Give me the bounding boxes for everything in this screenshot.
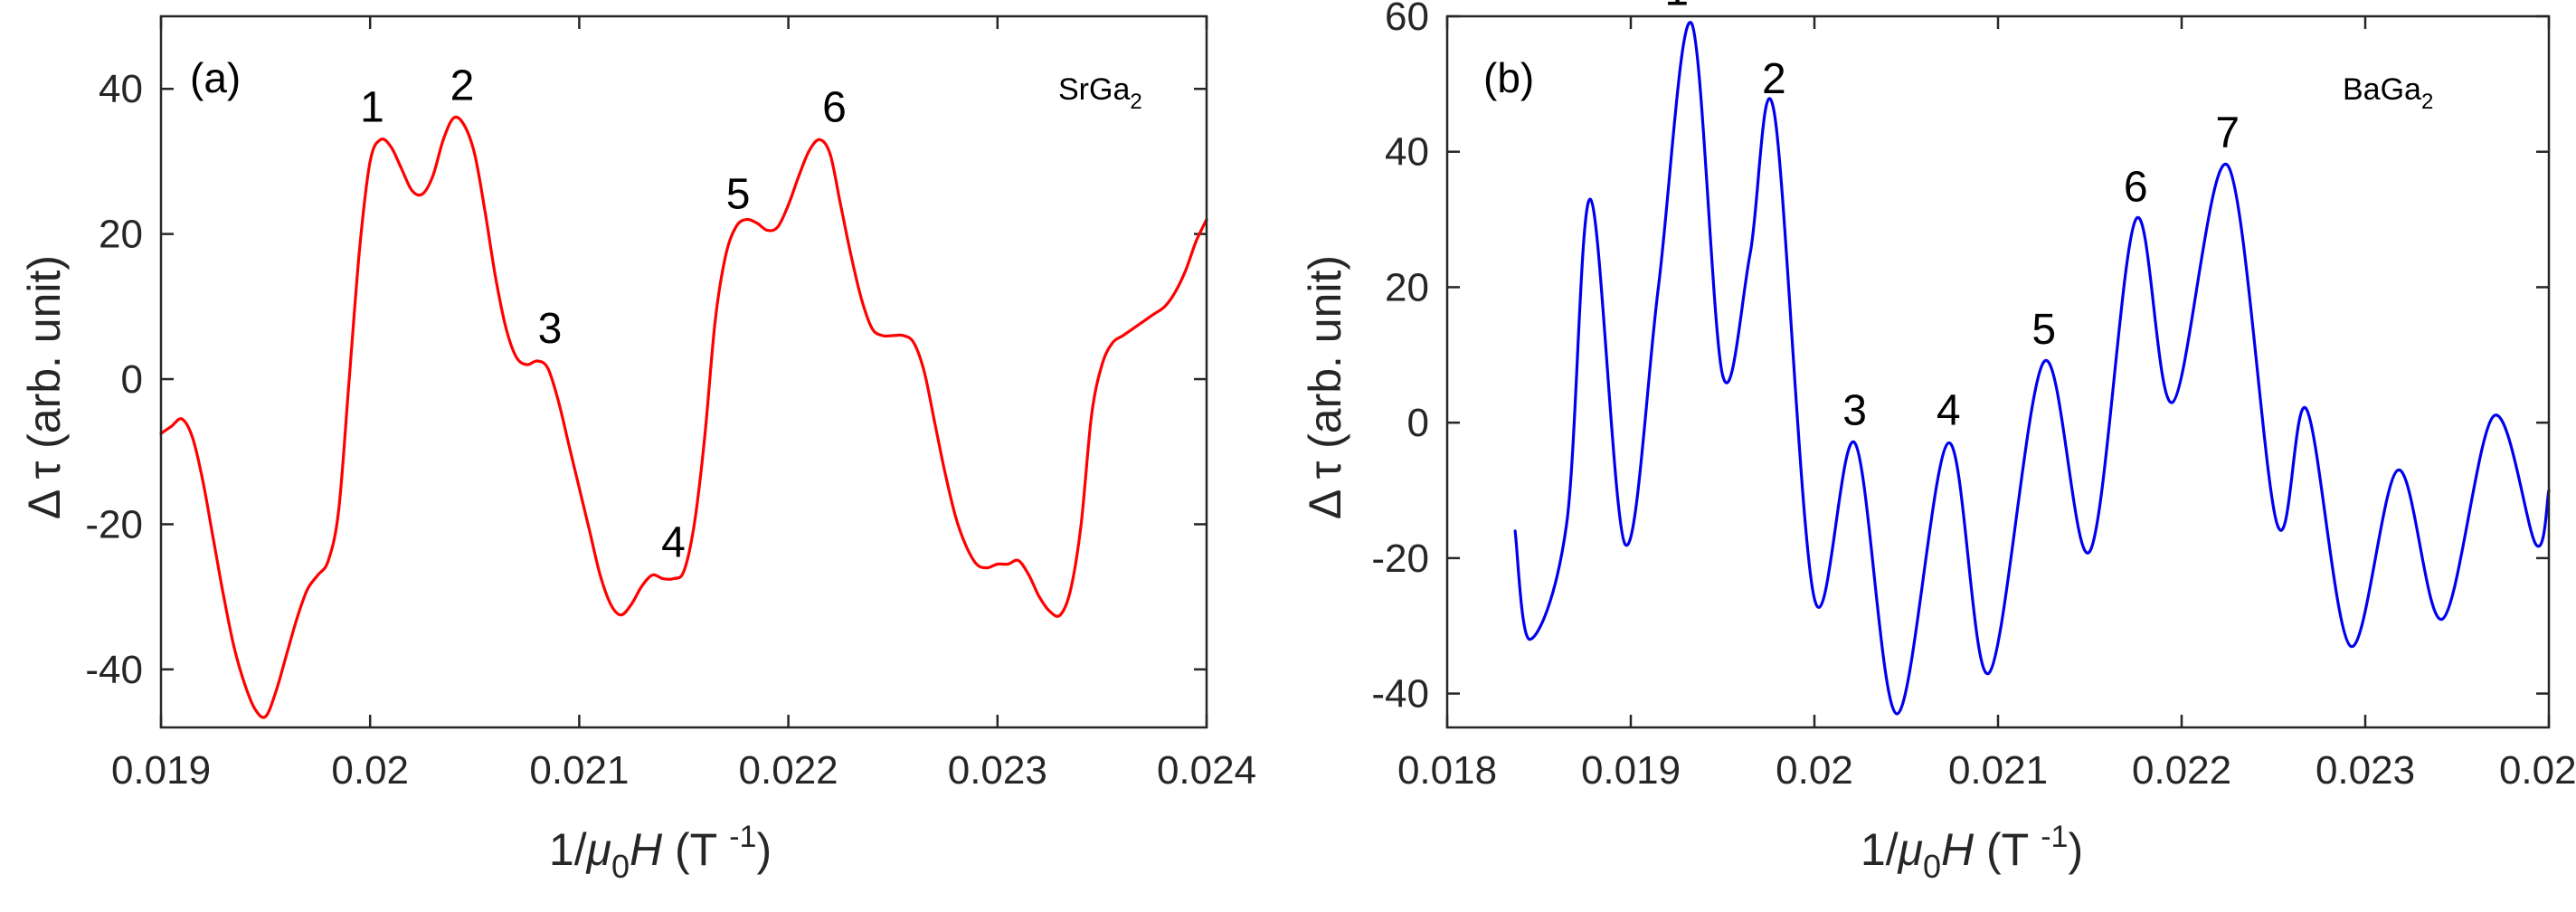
peak-label-b: 6 <box>2124 164 2148 212</box>
panel-label-a: (a) <box>190 54 241 101</box>
y-tick-label-a: -40 <box>85 648 143 692</box>
peak-label-b: 1 <box>1664 0 1689 14</box>
peak-label-a: 1 <box>360 83 384 131</box>
axes-frame-a <box>159 14 1208 729</box>
y-tick-label-b: 0 <box>1407 401 1429 445</box>
y-tick-label-a: -20 <box>85 502 143 546</box>
axes-frame-b <box>1445 14 2551 729</box>
y-tick-label-b: -20 <box>1371 537 1429 581</box>
series-line-baga2 <box>1513 21 2551 716</box>
peak-label-a: 4 <box>661 519 686 567</box>
y-tick-label-b: -40 <box>1371 672 1429 717</box>
peak-label-b: 3 <box>1842 387 1867 435</box>
compound-label-b: BaGa2 <box>2343 72 2433 114</box>
y-axis-label-a: Δ τ (arb. unit) <box>19 255 70 519</box>
x-tick-label-b: 0.019 <box>1581 748 1681 793</box>
peak-label-a: 6 <box>822 83 847 131</box>
peak-label-a: 3 <box>538 305 563 353</box>
y-ticks-b: -40 -20 0 20 40 60 <box>1371 0 2549 717</box>
x-tick-label-b: 0.02 <box>1776 748 1853 793</box>
y-tick-label-b: 40 <box>1385 130 1429 175</box>
peak-label-a: 2 <box>450 62 475 109</box>
x-tick-label-b: 0.021 <box>1948 748 2048 793</box>
x-tick-label-a: 0.02 <box>331 748 409 793</box>
x-tick-label-b: 0.022 <box>2132 748 2231 793</box>
series-line-srga2 <box>159 115 1208 719</box>
x-tick-label-a: 0.022 <box>739 748 838 793</box>
y-tick-label-a: 20 <box>99 213 143 257</box>
x-axis-label-a: 1/μ0H (T -1) <box>549 820 772 885</box>
peak-label-b: 7 <box>2215 109 2240 157</box>
x-tick-label-a: 0.023 <box>948 748 1047 793</box>
y-tick-label-b: 20 <box>1385 265 1429 309</box>
y-tick-label-a: 0 <box>121 357 143 402</box>
peak-label-a: 5 <box>726 171 751 219</box>
y-tick-label-b: 60 <box>1385 0 1429 39</box>
x-tick-label-b: 0.024 <box>2499 748 2576 793</box>
peak-labels-b: 1 2 3 4 5 6 7 <box>1664 0 2240 435</box>
peak-label-b: 5 <box>2031 306 2056 354</box>
panel-a: -40 -20 0 20 40 0.019 0.02 0.021 0.022 0.023 0.02… <box>19 14 1256 885</box>
compound-label-a: SrGa2 <box>1058 72 1142 114</box>
x-ticks-a: 0.019 0.02 0.021 0.022 0.023 0.024 <box>111 16 1256 793</box>
panel-label-b: (b) <box>1483 54 1534 101</box>
x-axis-label-b: 1/μ0H (T -1) <box>1861 820 2083 885</box>
peak-labels-a: 1 2 3 4 5 6 <box>360 62 847 566</box>
x-tick-label-b: 0.018 <box>1397 748 1497 793</box>
y-tick-label-a: 40 <box>99 67 143 111</box>
peak-label-b: 2 <box>1762 55 1786 103</box>
y-ticks-a: -40 -20 0 20 40 <box>85 67 1207 692</box>
x-tick-label-b: 0.023 <box>2316 748 2415 793</box>
x-ticks-b: 0.018 0.019 0.02 0.021 0.022 0.023 0.024 <box>1397 16 2576 793</box>
x-tick-label-a: 0.024 <box>1157 748 1256 793</box>
y-axis-label-b: Δ τ (arb. unit) <box>1300 255 1350 519</box>
x-tick-label-a: 0.019 <box>111 748 211 793</box>
peak-label-b: 4 <box>1937 387 1961 435</box>
x-tick-label-a: 0.021 <box>529 748 629 793</box>
